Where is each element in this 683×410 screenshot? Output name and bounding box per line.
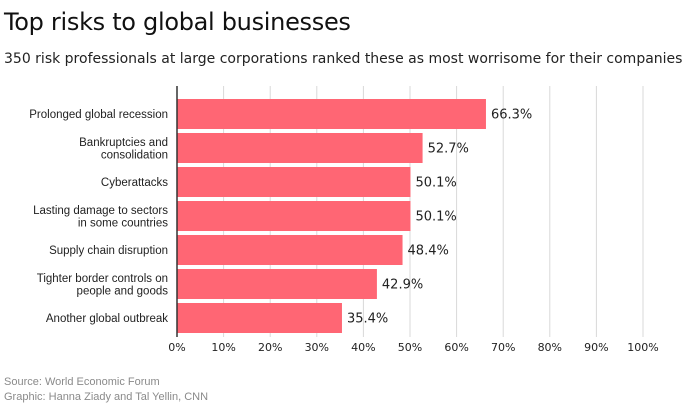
x-tick-label: 50% — [398, 341, 422, 354]
x-tick-label: 70% — [491, 341, 515, 354]
category-label: Lasting damage to sectors in some countri… — [33, 205, 168, 230]
bar — [177, 99, 486, 129]
bar-chart: Prolonged global recession 66.3% Bankruptc… — [29, 86, 659, 354]
category-label: Supply chain disruption — [49, 245, 168, 257]
x-tick-label: 0% — [168, 341, 185, 354]
chart-title: Top risks to global businesses — [4, 8, 351, 36]
graphic-credit: Graphic: Hanna Ziady and Tal Yellin, CNN — [4, 391, 209, 403]
bar — [177, 133, 423, 163]
value-label: 50.1% — [415, 176, 456, 191]
source-note: Source: World Economic Forum — [4, 376, 160, 388]
value-label: 66.3% — [491, 108, 532, 123]
value-label: 50.1% — [415, 210, 456, 225]
category-label: Another global outbreak — [46, 313, 168, 325]
bar — [177, 303, 342, 333]
category-label: Tighter border controls on people and goo… — [37, 273, 169, 298]
category-label: Prolonged global recession — [29, 109, 168, 121]
x-tick-label: 30% — [305, 341, 329, 354]
x-tick-label: 40% — [351, 341, 375, 354]
x-tick-label: 80% — [538, 341, 562, 354]
chart-subtitle: 350 risk professionals at large corporat… — [4, 51, 683, 67]
bar — [177, 235, 403, 265]
x-tick-label: 90% — [584, 341, 608, 354]
category-label: Cyberattacks — [101, 177, 168, 189]
x-tick-label: 20% — [258, 341, 282, 354]
x-tick-label: 10% — [211, 341, 235, 354]
value-label: 52.7% — [428, 142, 469, 157]
x-tick-label: 60% — [444, 341, 468, 354]
bar — [177, 201, 411, 231]
category-label: Bankruptcies and consolidation — [79, 137, 168, 162]
x-tick-label: 100% — [627, 341, 658, 354]
value-label: 35.4% — [347, 312, 388, 327]
bar — [177, 167, 411, 197]
bar — [177, 269, 377, 299]
value-label: 48.4% — [408, 244, 449, 259]
value-label: 42.9% — [382, 278, 423, 293]
